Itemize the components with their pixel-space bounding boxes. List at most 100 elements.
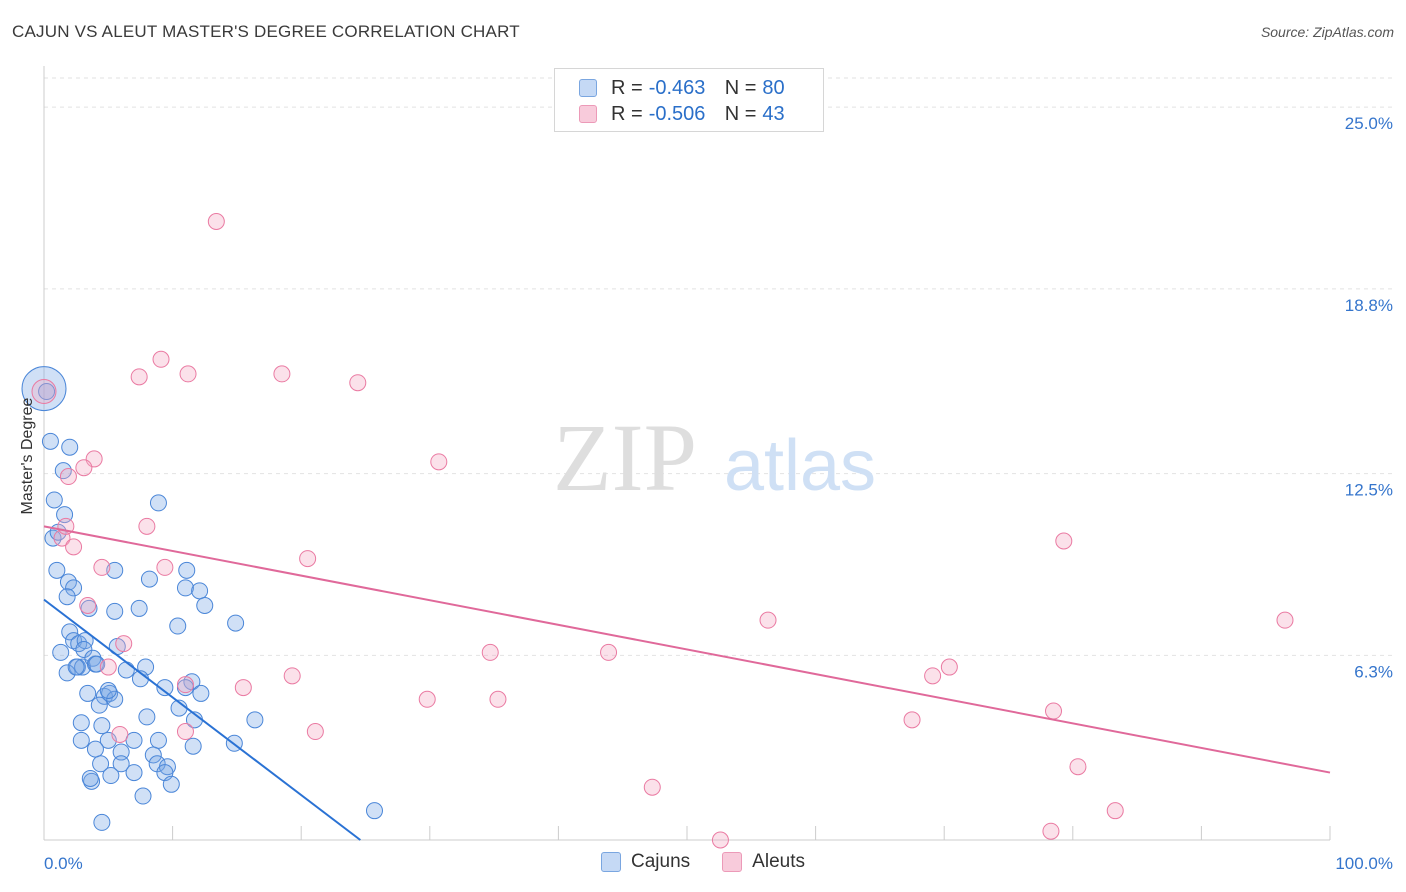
point-cajuns <box>106 690 124 708</box>
point-cajuns <box>117 661 135 679</box>
point-aleuts <box>903 711 921 729</box>
point-aleuts <box>156 558 174 576</box>
legend-r-value: -0.463 <box>648 76 706 99</box>
legend-r-label: R = <box>611 102 643 125</box>
point-aleuts <box>283 667 301 685</box>
point-cajuns <box>61 438 79 456</box>
watermark-atlas: atlas <box>724 426 876 506</box>
legend-row-aleuts: R = -0.506 N = 43 <box>579 103 785 125</box>
point-aleuts <box>234 679 252 697</box>
point-aleuts <box>481 643 499 661</box>
legend-row-cajuns: R = -0.463 N = 80 <box>579 77 785 99</box>
x-tick-label-min: 0.0% <box>44 854 83 873</box>
legend-swatch-cajuns <box>601 852 622 872</box>
point-aleuts <box>1055 532 1073 550</box>
point-aleuts <box>1042 822 1060 840</box>
legend-item-aleuts[interactable]: Aleuts <box>722 851 805 873</box>
point-aleuts <box>93 558 111 576</box>
point-aleuts <box>349 374 367 392</box>
point-cajuns <box>125 764 143 782</box>
point-cajuns <box>41 432 59 450</box>
point-cajuns <box>48 561 66 579</box>
series-layer <box>21 212 1294 849</box>
point-cajuns <box>246 711 264 729</box>
point-cajuns <box>191 582 209 600</box>
point-cajuns <box>134 787 152 805</box>
point-aleuts <box>176 676 194 694</box>
point-cajuns <box>196 596 214 614</box>
series-legend: Cajuns Aleuts <box>0 851 1406 873</box>
point-cajuns <box>138 708 156 726</box>
y-tick-label: 12.5% <box>1345 481 1393 500</box>
trend-layer <box>43 525 1331 841</box>
point-aleuts <box>940 658 958 676</box>
point-cajuns <box>176 579 194 597</box>
point-aleuts <box>299 550 317 568</box>
point-cajuns <box>65 579 83 597</box>
point-aleuts <box>430 453 448 471</box>
point-aleuts <box>759 611 777 629</box>
y-tick-label: 18.8% <box>1345 296 1393 315</box>
point-cajuns <box>140 570 158 588</box>
point-cajuns <box>21 366 67 412</box>
point-aleuts <box>1106 802 1124 820</box>
x-tick-label-max: 100.0% <box>1335 854 1393 873</box>
point-cajuns <box>92 755 110 773</box>
trend-line-cajuns <box>43 598 361 841</box>
point-aleuts <box>79 596 97 614</box>
y-tick-label: 6.3% <box>1354 662 1393 681</box>
point-cajuns <box>58 588 76 606</box>
point-cajuns <box>149 494 167 512</box>
point-cajuns <box>99 682 117 700</box>
point-cajuns <box>80 599 98 617</box>
legend-label-aleuts: Aleuts <box>752 851 805 872</box>
point-aleuts <box>115 635 133 653</box>
point-aleuts <box>75 459 93 477</box>
point-cajuns <box>366 802 384 820</box>
point-cajuns <box>67 658 85 676</box>
point-cajuns <box>112 755 130 773</box>
point-aleuts <box>138 517 156 535</box>
point-aleuts <box>273 365 291 383</box>
legend-swatch-blue <box>579 79 597 97</box>
point-cajuns <box>86 740 104 758</box>
point-cajuns <box>93 813 111 831</box>
legend-label-cajuns: Cajuns <box>631 851 691 872</box>
point-cajuns <box>156 679 174 697</box>
point-cajuns <box>125 731 143 749</box>
point-cajuns <box>52 643 70 661</box>
legend-n-label: N = <box>724 102 757 125</box>
point-aleuts <box>711 831 729 849</box>
point-cajuns <box>144 746 162 764</box>
point-cajuns <box>79 684 97 702</box>
point-aleuts <box>207 212 225 230</box>
watermark-zip: ZIP <box>553 404 697 511</box>
legend-n-value: 80 <box>762 76 785 99</box>
point-cajuns <box>162 775 180 793</box>
point-cajuns <box>149 731 167 749</box>
y-axis-title: Master's Degree <box>19 397 36 514</box>
point-aleuts <box>306 723 324 741</box>
point-cajuns <box>169 617 187 635</box>
point-cajuns <box>106 561 124 579</box>
legend-swatch-pink <box>579 105 597 123</box>
point-aleuts <box>99 658 117 676</box>
axes <box>43 66 1331 841</box>
legend-item-cajuns[interactable]: Cajuns <box>601 851 690 873</box>
legend-r-label: R = <box>611 76 643 99</box>
point-aleuts <box>1045 702 1063 720</box>
point-cajuns <box>184 737 202 755</box>
point-aleuts <box>111 725 129 743</box>
series-cajuns <box>21 366 384 831</box>
y-tick-label: 25.0% <box>1345 114 1393 133</box>
point-cajuns <box>81 769 99 787</box>
legend-n-label: N = <box>724 76 757 99</box>
point-cajuns <box>45 491 63 509</box>
point-aleuts <box>418 690 436 708</box>
chart-source: Source: ZipAtlas.com <box>1260 24 1394 40</box>
point-cajuns <box>112 743 130 761</box>
point-cajuns <box>58 664 76 682</box>
point-cajuns <box>178 561 196 579</box>
point-cajuns <box>75 640 93 658</box>
